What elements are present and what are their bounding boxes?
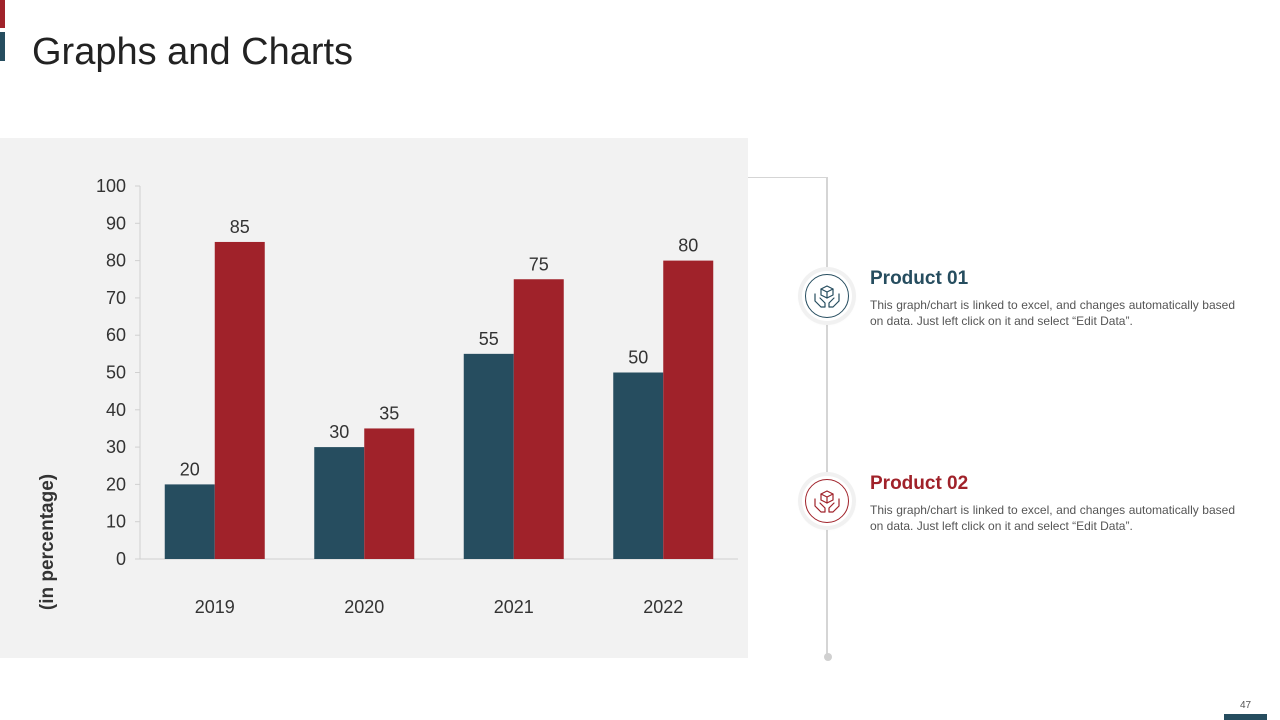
hands-box-icon [814,285,840,308]
data-label: 80 [678,236,698,256]
product-02-icon-badge [802,476,852,526]
data-label: 55 [479,329,499,349]
y-tick-label: 90 [106,213,126,233]
x-tick-label: 2019 [195,597,235,617]
product-02-description: This graph/chart is linked to excel, and… [870,503,1235,533]
product-01-icon-badge [802,271,852,321]
y-axis-label: (in percentage) [37,473,58,611]
data-label: 35 [379,403,399,423]
bar-chart: 0 10 20 30 40 50 60 70 80 90 100 20 85 2019 30 35 2020 55… [96,176,738,617]
bar-1-2021 [463,353,514,559]
product-02-title: Product 02 [870,473,969,494]
y-tick-label: 70 [106,288,126,308]
y-tick-label: 100 [96,176,126,196]
title-accent-blue [0,32,5,61]
y-tick-label: 20 [106,474,126,494]
y-tick-label: 80 [106,251,126,271]
title-accent-red [0,0,5,28]
x-tick-label: 2022 [643,597,683,617]
product-01-title: Product 01 [870,268,969,289]
y-tick-label: 0 [116,549,126,569]
page-title: Graphs and Charts [32,31,354,73]
x-tick-label: 2021 [494,597,534,617]
bar-1-2020 [314,447,365,559]
product-01-description: This graph/chart is linked to excel, and… [870,298,1235,328]
x-tick-label: 2020 [344,597,384,617]
bar-1-2019 [164,484,215,559]
data-label: 75 [529,254,549,274]
y-tick-label: 40 [106,400,126,420]
y-tick-label: 10 [106,512,126,532]
bar-2-2022 [663,260,714,559]
y-tick-label: 30 [106,437,126,457]
page-number: 47 [1240,700,1252,711]
y-tick-label: 50 [106,363,126,383]
bar-2-2021 [513,279,564,559]
footer-accent-bar [1224,714,1267,720]
data-label: 85 [230,217,250,237]
data-label: 30 [329,422,349,442]
hands-box-icon [814,490,840,513]
bar-2-2019 [214,241,265,559]
connector-line-horizontal [748,177,827,178]
connector-end-dot [824,653,832,661]
data-label: 50 [628,348,648,368]
y-tick-label: 60 [106,325,126,345]
data-label: 20 [180,459,200,479]
bar-1-2022 [613,372,664,559]
connector-line-vertical [826,177,828,657]
bar-2-2020 [364,428,415,559]
chart-panel: 0 10 20 30 40 50 60 70 80 90 100 20 85 2019 30 35 2020 55… [0,138,748,658]
